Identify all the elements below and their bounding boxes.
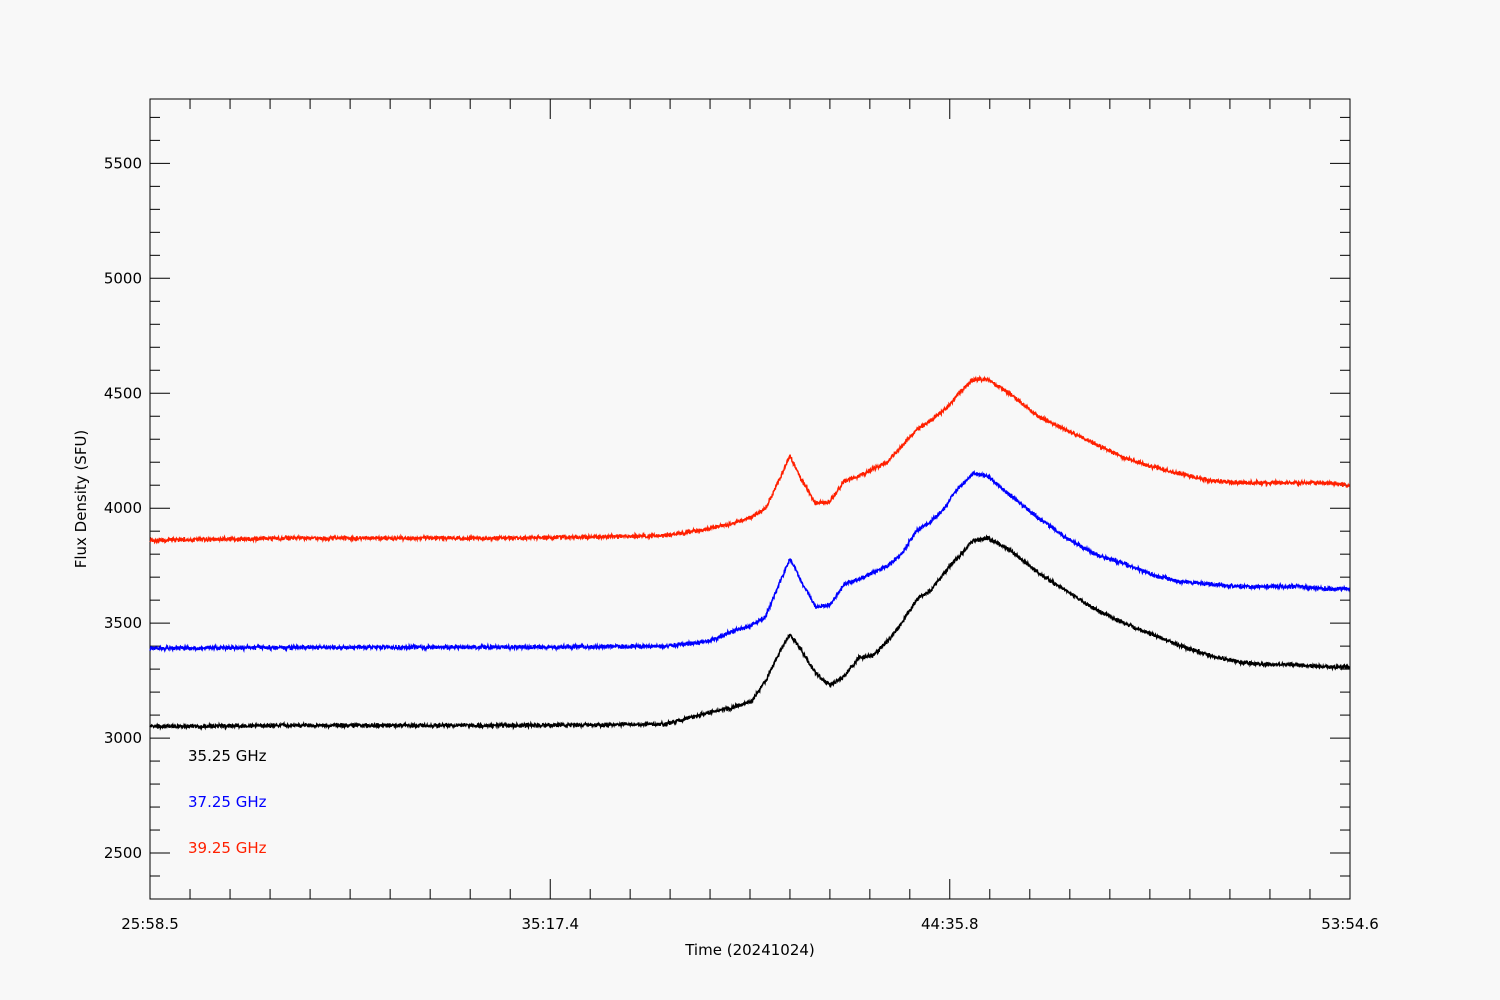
y-tick-label: 5000 bbox=[104, 269, 142, 287]
plot-frame bbox=[149, 98, 1351, 900]
y-tick-label: 3500 bbox=[104, 614, 142, 632]
x-axis-title: Time (20241024) bbox=[684, 941, 815, 959]
y-tick-label: 4000 bbox=[104, 499, 142, 517]
y-tick-label: 2500 bbox=[104, 844, 142, 862]
legend-entry: 39.25 GHz bbox=[188, 839, 267, 857]
legend: 35.25 GHz 37.25 GHz 39.25 GHz bbox=[188, 747, 267, 857]
y-tick-label: 3000 bbox=[104, 729, 142, 747]
x-tick-label: 44:35.8 bbox=[921, 915, 979, 933]
y-tick-labels: 2500 3000 3500 4000 4500 5000 5500 bbox=[104, 154, 142, 862]
y-tick-label: 5500 bbox=[104, 154, 142, 172]
series-line-35-25-ghz bbox=[149, 534, 1350, 731]
major-ticks bbox=[149, 99, 1351, 899]
series-line-37-25-ghz bbox=[149, 469, 1351, 653]
series-lines bbox=[149, 374, 1351, 731]
x-tick-label: 25:58.5 bbox=[121, 915, 179, 933]
series-line-39-25-ghz bbox=[149, 374, 1351, 545]
legend-entry: 35.25 GHz bbox=[188, 747, 267, 765]
legend-entry: 37.25 GHz bbox=[188, 793, 267, 811]
x-tick-label: 35:17.4 bbox=[521, 915, 579, 933]
minor-ticks bbox=[150, 99, 1350, 900]
y-axis-title: Flux Density (SFU) bbox=[72, 430, 90, 569]
x-tick-label: 53:54.6 bbox=[1321, 915, 1379, 933]
x-tick-labels: 25:58.5 35:17.4 44:35.8 53:54.6 bbox=[121, 915, 1379, 933]
y-tick-label: 4500 bbox=[104, 384, 142, 402]
